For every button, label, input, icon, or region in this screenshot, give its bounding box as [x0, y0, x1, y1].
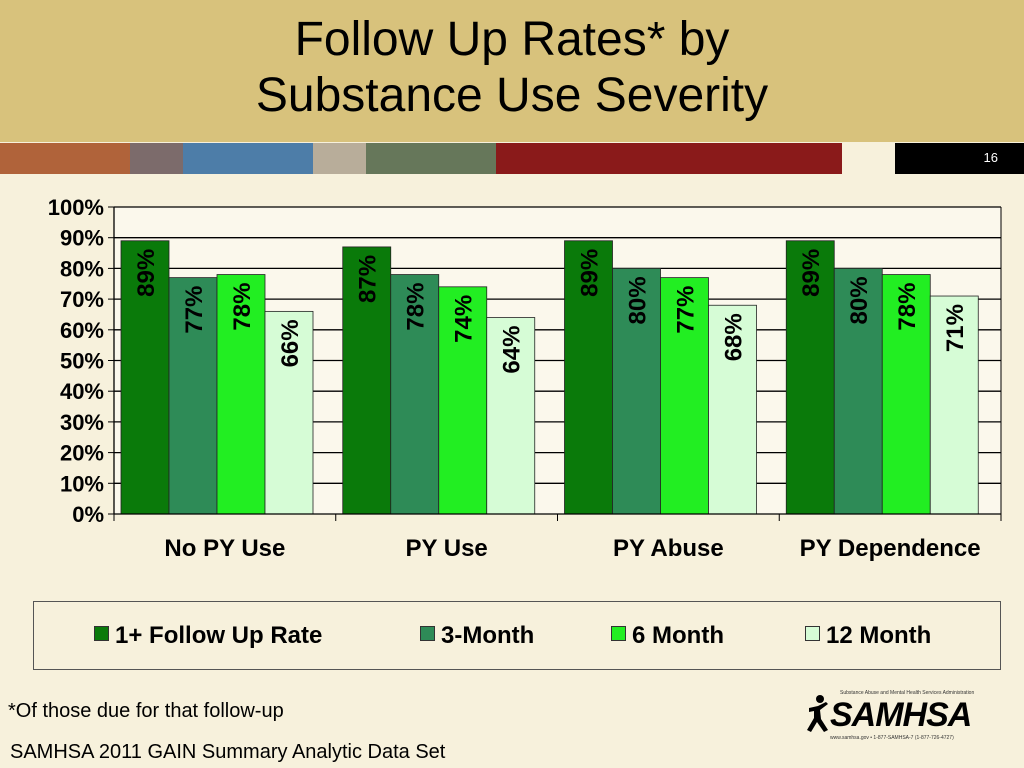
- legend-swatch-3: [611, 626, 626, 641]
- y-tick-label: 40%: [60, 379, 104, 404]
- data-label: 71%: [942, 304, 969, 352]
- legend-label-2: 3-Month: [441, 622, 535, 649]
- samhsa-logo: Substance Abuse and Mental Health Servic…: [806, 688, 984, 744]
- y-tick-label: 100%: [48, 195, 104, 220]
- data-label: 80%: [846, 276, 873, 324]
- bar-3: [438, 286, 488, 515]
- data-label: 78%: [229, 283, 256, 331]
- x-tick-label: PY Dependence: [800, 535, 981, 562]
- legend-label-4: 12 Month: [826, 622, 932, 649]
- data-label: 77%: [181, 286, 208, 334]
- bar-2: [612, 268, 661, 515]
- y-tick-label: 70%: [60, 287, 104, 312]
- y-tick-label: 30%: [60, 410, 104, 435]
- data-label: 87%: [355, 255, 382, 303]
- legend-swatch-1: [94, 626, 109, 641]
- footnote: *Of those due for that follow-up: [8, 700, 284, 722]
- source-note: SAMHSA 2011 GAIN Summary Analytic Data S…: [10, 741, 446, 763]
- bar-4: [708, 304, 757, 515]
- slide-number: 16: [983, 150, 998, 165]
- x-tick-label: PY Use: [405, 535, 487, 562]
- data-label: 80%: [625, 276, 652, 324]
- legend-item-2: 3-Month: [420, 622, 534, 650]
- data-label: 74%: [451, 295, 478, 343]
- bar-4: [486, 317, 536, 515]
- stripe-segment-7: [842, 143, 895, 174]
- title-line-2: Substance Use Severity: [255, 69, 769, 122]
- stripe-segment-2: [130, 143, 183, 174]
- bar-2: [833, 268, 883, 515]
- y-tick-label: 80%: [60, 256, 104, 281]
- data-label: 68%: [721, 313, 748, 361]
- title-line-1: Follow Up Rates* by: [294, 13, 730, 66]
- stripe-segment-6: [496, 143, 842, 174]
- data-label: 78%: [403, 283, 430, 331]
- bar-2: [390, 274, 440, 515]
- legend-label-3: 6 Month: [632, 622, 724, 649]
- stripe-segment-4: [313, 143, 366, 174]
- legend-item-1: 1+ Follow Up Rate: [94, 622, 322, 650]
- bar-1: [785, 240, 835, 515]
- data-label: 66%: [277, 319, 304, 367]
- logo-tagline: Substance Abuse and Mental Health Servic…: [840, 690, 975, 696]
- y-tick-label: 10%: [60, 471, 104, 496]
- y-tick-label: 50%: [60, 349, 104, 374]
- data-label: 89%: [577, 249, 604, 297]
- legend-label-1: 1+ Follow Up Rate: [115, 622, 323, 649]
- page-title: Follow Up Rates* by Substance Use Severi…: [0, 12, 1024, 124]
- title-banner: [0, 0, 1024, 142]
- y-tick-label: 0%: [72, 502, 104, 527]
- legend-item-3: 6 Month: [611, 622, 724, 650]
- y-tick-label: 60%: [60, 318, 104, 343]
- data-label: 89%: [798, 249, 825, 297]
- samhsa-figure-icon: [807, 695, 828, 732]
- bar-4: [264, 310, 314, 515]
- bar-4: [929, 295, 979, 515]
- logo-contact: www.samhsa.gov • 1-877-SAMHSA-7 (1-877-7…: [830, 735, 954, 741]
- stripe-segment-1: [0, 143, 130, 174]
- legend-swatch-2: [420, 626, 435, 641]
- data-label: 64%: [499, 326, 526, 374]
- y-tick-label: 20%: [60, 441, 104, 466]
- legend-swatch-4: [805, 626, 820, 641]
- bar-3: [881, 274, 931, 515]
- x-tick-label: PY Abuse: [613, 535, 724, 562]
- stripe-segment-3: [183, 143, 313, 174]
- legend-item-4: 12 Month: [805, 622, 931, 650]
- bar-chart: 0% 10% 20% 30% 40% 50% 60% 70% 80% 90% 100% 89% 77% 7…: [48, 195, 1002, 562]
- logo-wordmark: SAMHSA: [830, 696, 972, 734]
- data-label: 78%: [894, 283, 921, 331]
- data-label: 77%: [673, 286, 700, 334]
- bar-3: [216, 274, 266, 515]
- chart-legend: 1+ Follow Up Rate 3-Month 6 Month 12 Mon…: [33, 601, 1001, 670]
- bar-1: [120, 240, 170, 515]
- stripe-segment-5: [366, 143, 496, 174]
- x-tick-label: No PY Use: [164, 535, 285, 562]
- data-label: 89%: [133, 249, 160, 297]
- slide-number-box: 16: [895, 143, 1024, 174]
- y-tick-label: 90%: [60, 226, 104, 251]
